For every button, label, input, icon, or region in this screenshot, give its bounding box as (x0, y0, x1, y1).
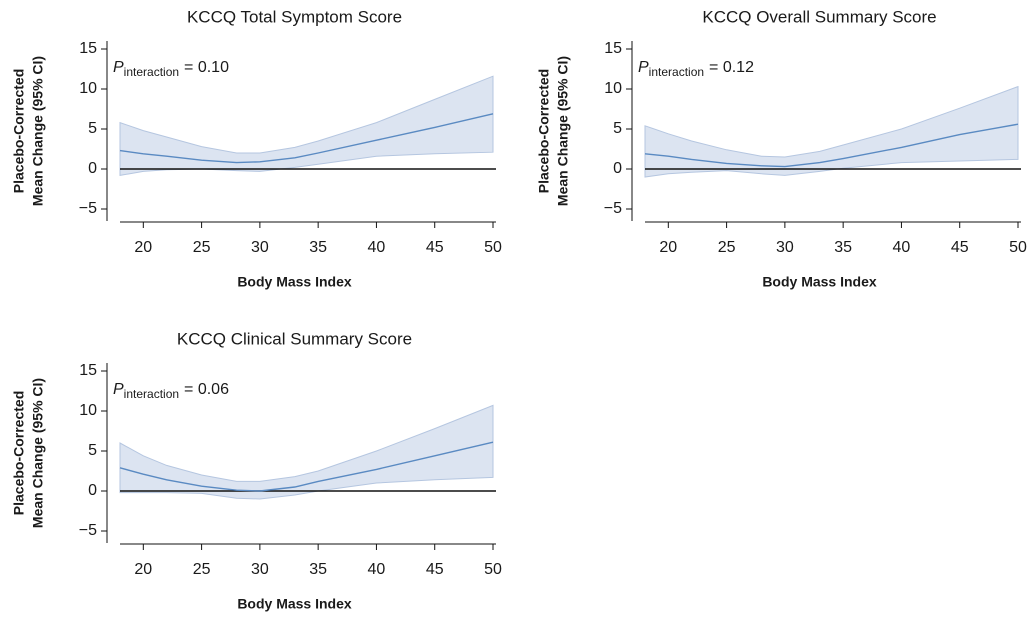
y-tick-label: 0 (613, 160, 622, 177)
y-tick-label: −5 (79, 200, 97, 217)
y-tick-label: 15 (79, 40, 97, 57)
ci-band (644, 85, 1019, 178)
y-axis-label: Placebo-Corrected (11, 391, 27, 515)
x-tick-label: 45 (426, 561, 444, 578)
annotation-symbol: P (113, 59, 124, 76)
y-tick-label: 5 (613, 120, 622, 137)
annotation-symbol: P (113, 381, 124, 398)
ci-band (119, 404, 494, 500)
mean-line (644, 123, 1019, 168)
y-tick-label: 10 (79, 80, 97, 97)
x-tick-label: 25 (193, 561, 211, 578)
panel: KCCQ Total Symptom Score −5 0 5 10 15 20 25 30 35… (11, 7, 502, 289)
x-tick-label: 50 (484, 561, 502, 578)
panel: KCCQ Clinical Summary Score −5 0 5 10 15 20 25 3… (11, 329, 502, 611)
annotation-subscript: interaction (649, 65, 704, 79)
y-axis-label: Mean Change (95% CI) (30, 378, 46, 528)
x-tick-label: 30 (251, 561, 269, 578)
x-tick-label: 40 (893, 239, 911, 256)
chart-title: KCCQ Clinical Summary Score (177, 329, 412, 348)
y-axis-label: Mean Change (95% CI) (555, 56, 571, 206)
mean-line (119, 441, 494, 492)
y-tick-label: 15 (79, 362, 97, 379)
x-axis-label: Body Mass Index (237, 274, 352, 290)
panel: KCCQ Overall Summary Score −5 0 5 10 15 20 25 30… (536, 7, 1027, 289)
annotation-text: = 0.06 (184, 381, 229, 398)
x-tick-label: 30 (776, 239, 794, 256)
y-tick-label: 10 (79, 402, 97, 419)
chart-title: KCCQ Total Symptom Score (187, 7, 402, 26)
x-tick-label: 50 (1009, 239, 1027, 256)
x-tick-label: 40 (368, 561, 386, 578)
x-axis-label: Body Mass Index (237, 596, 352, 612)
y-tick-label: 5 (88, 120, 97, 137)
y-tick-label: 0 (88, 482, 97, 499)
y-tick-label: −5 (79, 522, 97, 539)
x-tick-label: 20 (659, 239, 677, 256)
x-tick-label: 25 (718, 239, 736, 256)
annotation-subscript: interaction (124, 387, 179, 401)
x-tick-label: 20 (134, 239, 152, 256)
x-tick-label: 35 (834, 239, 852, 256)
y-axis-label: Mean Change (95% CI) (30, 56, 46, 206)
mean-line (119, 113, 494, 164)
y-axis-label: Placebo-Corrected (536, 69, 552, 193)
annotation-text: = 0.10 (184, 59, 229, 76)
x-tick-label: 20 (134, 561, 152, 578)
x-tick-label: 35 (309, 239, 327, 256)
ci-band (119, 75, 494, 176)
annotation-subscript: interaction (124, 65, 179, 79)
x-tick-label: 30 (251, 239, 269, 256)
x-tick-label: 45 (426, 239, 444, 256)
x-tick-label: 25 (193, 239, 211, 256)
annotation: Pinteraction = 0.06 (113, 381, 229, 401)
y-axis-label: Placebo-Corrected (11, 69, 27, 193)
y-tick-label: −5 (604, 200, 622, 217)
annotation: Pinteraction = 0.10 (113, 59, 229, 79)
annotation-text: = 0.12 (709, 59, 754, 76)
chart-title: KCCQ Overall Summary Score (702, 7, 936, 26)
y-tick-label: 5 (88, 442, 97, 459)
y-tick-label: 10 (604, 80, 622, 97)
y-tick-label: 15 (604, 40, 622, 57)
x-tick-label: 45 (951, 239, 969, 256)
y-tick-label: 0 (88, 160, 97, 177)
x-axis-label: Body Mass Index (762, 274, 877, 290)
annotation: Pinteraction = 0.12 (638, 59, 754, 79)
x-tick-label: 50 (484, 239, 502, 256)
annotation-symbol: P (638, 59, 649, 76)
x-tick-label: 40 (368, 239, 386, 256)
x-tick-label: 35 (309, 561, 327, 578)
